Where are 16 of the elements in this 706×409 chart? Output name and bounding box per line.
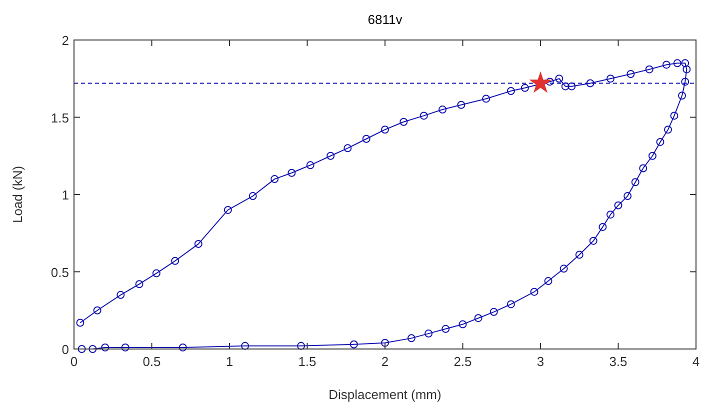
y-tick-label: 0 — [62, 342, 69, 357]
x-tick-label: 3 — [536, 354, 544, 369]
y-tick-label: 2 — [62, 33, 69, 48]
y-tick-label: 0.5 — [50, 264, 69, 280]
x-tick-label: 4 — [692, 354, 700, 369]
x-tick-label: 1.5 — [298, 354, 316, 369]
x-tick-label: 1 — [226, 354, 234, 369]
chart-title: 6811v — [368, 12, 403, 27]
x-tick-label: 2.5 — [454, 354, 472, 369]
x-tick-label: 0.5 — [142, 354, 161, 369]
y-axis-title: Load (kN) — [10, 166, 25, 224]
x-tick-label: 2 — [381, 354, 389, 369]
y-tick-label: 1.5 — [50, 110, 69, 126]
y-tick-label: 1 — [62, 188, 69, 202]
x-axis-title: Displacement (mm) — [328, 387, 442, 402]
x-tick-label: 3.5 — [609, 354, 628, 369]
